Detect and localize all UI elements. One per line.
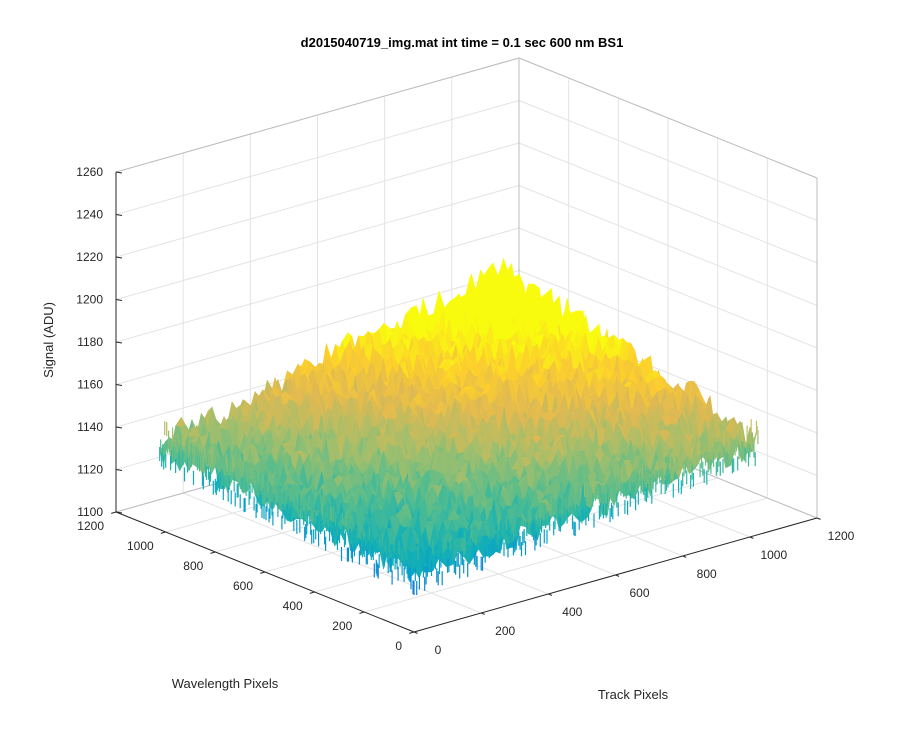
y-tick-label: 1200: [77, 519, 104, 533]
x-tick-label: 200: [495, 624, 515, 638]
x-axis-label: Track Pixels: [598, 687, 669, 702]
y-tick-mark: [260, 571, 266, 574]
z-tick-label: 1240: [76, 208, 103, 222]
y-tick-mark: [309, 591, 315, 594]
z-tick-label: 1120: [77, 463, 103, 477]
y-tick-label: 1000: [127, 539, 154, 553]
y-tick-label: 800: [183, 559, 203, 573]
z-tick-label: 1160: [77, 378, 103, 392]
z-axis-label: Signal (ADU): [41, 302, 56, 378]
y-tick-mark: [160, 531, 166, 534]
z-tick-mark: [115, 214, 123, 216]
z-tick-mark: [115, 426, 123, 429]
z-tick-label: 1100: [77, 505, 103, 519]
y-tick-mark: [409, 631, 415, 634]
z-tick-mark: [115, 171, 123, 174]
y-axis-label: Wavelength Pixels: [172, 676, 279, 691]
box-edge: [115, 57, 520, 173]
surface-mesh: [159, 257, 759, 596]
y-tick-mark: [111, 511, 117, 514]
x-tick-label: 0: [435, 643, 442, 657]
y-tick-label: 600: [233, 579, 253, 593]
z-tick-label: 1180: [77, 335, 103, 349]
x-tick-mark: [816, 517, 821, 520]
x-tick-label: 600: [629, 586, 649, 600]
y-tick-label: 0: [395, 639, 402, 653]
y-tick-mark: [359, 611, 365, 614]
z-tick-label: 1140: [77, 420, 103, 434]
x-tick-label: 800: [697, 567, 717, 581]
z-tick-mark: [115, 469, 123, 471]
x-tick-label: 400: [562, 605, 582, 619]
z-tick-mark: [115, 256, 123, 259]
chart-title: d2015040719_img.mat int time = 0.1 sec 6…: [301, 35, 624, 50]
box-edge: [518, 57, 818, 179]
y-tick-mark: [210, 551, 216, 554]
z-tick-label: 1200: [76, 293, 103, 307]
z-tick-mark: [115, 341, 123, 344]
x-tick-mark: [548, 593, 553, 596]
x-tick-mark: [480, 612, 485, 615]
x-tick-mark: [749, 536, 754, 539]
y-tick-label: 200: [332, 619, 352, 633]
z-tick-label: 1260: [76, 165, 103, 179]
x-tick-mark: [615, 574, 620, 577]
y-tick-label: 400: [283, 599, 303, 613]
z-tick-mark: [115, 299, 123, 301]
x-tick-mark: [682, 555, 687, 558]
x-tick-label: 1200: [828, 529, 855, 543]
x-tick-label: 1000: [760, 548, 787, 562]
x-tick-mark: [413, 631, 418, 634]
z-tick-mark: [115, 384, 123, 386]
z-tick-label: 1220: [76, 250, 103, 264]
